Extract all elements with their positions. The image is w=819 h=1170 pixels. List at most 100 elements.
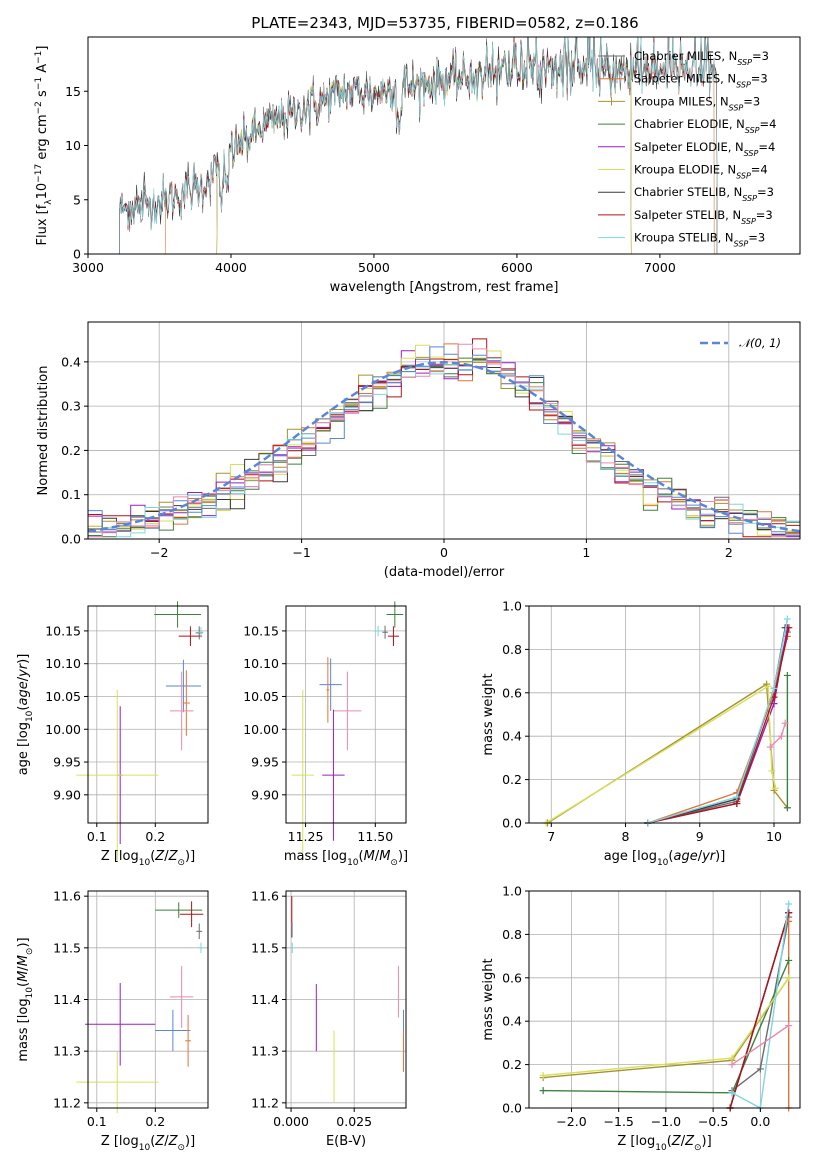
mass-vs-Z-panel: 0.1 0.2 11.2 11.3 11.4 11.5 11.6 Z [log10(Z/Z⊙)… (16, 889, 209, 1153)
data-point (154, 601, 201, 628)
data-point (169, 671, 194, 751)
mass-weight-vs-age-frame (528, 605, 801, 824)
data-point (333, 671, 362, 751)
age-vs-Z-panel: 0.1 0.2 9.90 9.95 10.00 10.05 10.10 10.15 Z [log… (16, 601, 209, 868)
data-point (387, 626, 400, 646)
spectrum-xtick-label: 3000 (72, 260, 104, 275)
spectrum-xtick-label: 5000 (358, 260, 390, 275)
spectrum-xtick-label: 4000 (215, 260, 247, 275)
legend-label: Salpeter ELODIE, NSSP=4 (634, 140, 775, 158)
series-marker (785, 624, 793, 632)
residuals-xtick-label: −1 (292, 545, 310, 560)
residuals-xtick-label: 0 (440, 545, 448, 560)
mass-vs-Z-xtick-label: 0.1 (87, 1114, 107, 1129)
series-marker (785, 900, 793, 908)
age-vs-Z-xtick-label: 0.2 (145, 829, 165, 844)
spectrum-line-kroupa-miles (216, 37, 632, 254)
spectrum-line-salpeter-stelib (119, 37, 718, 254)
age-vs-Z-ytick-label: 10.15 (45, 623, 81, 638)
mass-weight-vs-age-ytick-label: 0.8 (502, 642, 522, 657)
spectrum-line-chabrier-miles (119, 37, 718, 254)
age-vs-Z-ytick-label: 9.95 (53, 755, 81, 770)
data-point (169, 965, 194, 1028)
series-marker (785, 956, 793, 964)
series-line (647, 636, 789, 824)
series-marker (783, 804, 791, 812)
data-point (322, 709, 345, 841)
residuals-xtick-label: 2 (725, 545, 733, 560)
mass-weight-vs-age-xtick-label: 7 (547, 829, 555, 844)
mass-vs-Z-ytick-label: 11.2 (53, 1095, 81, 1110)
age-vs-mass-ytick-label: 10.05 (243, 689, 279, 704)
mass-vs-Z-ylabel: mass [log10(M/M⊙)] (16, 937, 35, 1061)
mass-weight-vs-age-xtick-label: 10 (766, 829, 782, 844)
legend-label: Salpeter STELIB, NSSP=3 (634, 208, 773, 226)
series-marker (764, 682, 772, 690)
series-line (545, 685, 777, 824)
legend-label: 𝒩(0, 1) (739, 336, 781, 350)
mass-weight-vs-Z-panel: −2.0 −1.5 −1.0 −0.5 0.0 0.0 0.2 0.4 0.6 0.8 1.0 Z [… (481, 884, 801, 1153)
mass-weight-vs-Z-ytick-label: 0.0 (502, 1101, 522, 1116)
data-point (373, 625, 383, 637)
series-marker (539, 1071, 547, 1079)
residual-histogram-salpeter-miles (88, 343, 800, 534)
mass-weight-vs-Z-xtick-label: −1.0 (651, 1114, 681, 1129)
residuals-xtick-label: −2 (150, 545, 168, 560)
series-marker (781, 719, 789, 727)
series-line (731, 1024, 790, 1066)
legend-label: Kroupa MILES, NSSP=3 (634, 94, 760, 112)
data-point (198, 942, 204, 953)
data-point (196, 923, 203, 940)
mass-vs-Z-ytick-label: 11.3 (53, 1044, 81, 1059)
mass-vs-ebv-xlabel: E(B-V) (326, 1134, 366, 1149)
age-vs-Z-ytick-label: 10.10 (45, 656, 81, 671)
data-point (319, 658, 342, 711)
spectrum-ytick-label: 0 (73, 247, 81, 262)
data-point (195, 626, 203, 640)
mass-vs-ebv-ytick-label: 11.5 (251, 940, 279, 955)
mass-vs-ebv-ytick-label: 11.3 (251, 1044, 279, 1059)
series-marker (756, 1065, 764, 1073)
data-point (155, 902, 203, 918)
data-point (85, 982, 156, 1066)
age-vs-Z-xlabel: Z [log10(Z/Z⊙)] (101, 849, 195, 868)
series-marker (785, 909, 793, 917)
figure-title: PLATE=2343, MJD=53735, FIBERID=0582, z=0… (251, 14, 638, 32)
mass-weight-vs-Z-ytick-label: 1.0 (502, 884, 522, 899)
series-marker (785, 974, 793, 982)
residuals-ytick-label: 0.2 (61, 443, 81, 458)
mass-vs-ebv-xtick-label: 0.000 (273, 1114, 309, 1129)
mass-weight-vs-Z-xtick-label: −2.0 (556, 1114, 586, 1129)
mass-vs-ebv-ytick-label: 11.2 (251, 1095, 279, 1110)
age-vs-mass-ytick-label: 10.15 (243, 623, 279, 638)
data-point (178, 626, 203, 646)
series-marker (768, 767, 776, 775)
series-marker (728, 1054, 736, 1062)
normal-curve (87, 361, 801, 533)
spectrum-lines (119, 37, 718, 254)
age-vs-mass-panel: 11.25 11.50 9.90 9.95 10.00 10.05 10.10 10.15 ma… (243, 601, 408, 868)
age-vs-mass-ytick-label: 10.00 (243, 722, 279, 737)
spectrum-legend: Chabrier MILES, NSSP=3 Salpeter MILES, NS… (598, 49, 776, 248)
mass-weight-vs-age-xlabel: age [log10(age/yr)] (604, 849, 726, 868)
mass-weight-vs-Z-xtick-label: 0.0 (750, 1114, 770, 1129)
legend-label: Chabrier STELIB, NSSP=3 (634, 185, 774, 203)
spectrum-ytick-label: 5 (73, 192, 81, 207)
spectrum-line-chabrier-elodie (216, 37, 632, 254)
data-point (165, 659, 201, 713)
mass-weight-vs-Z-xlabel: Z [log10(Z/Z⊙)] (617, 1134, 711, 1153)
spectrum-ytick-label: 10 (65, 138, 81, 153)
spectrum-xtick-label: 7000 (644, 260, 676, 275)
mass-weight-vs-Z-xtick-label: −0.5 (698, 1114, 728, 1129)
residual-histogram-blue-extra (88, 346, 800, 537)
series-line (769, 723, 786, 748)
spectrum-xlabel: wavelength [Angstrom, rest frame] (330, 280, 559, 295)
series-marker (733, 793, 741, 801)
spectrum-line-chabrier-stelib (119, 37, 718, 254)
age-vs-Z-ytick-label: 9.90 (53, 787, 81, 802)
data-point (155, 1009, 191, 1052)
mass-weight-vs-age-panel: 7 8 9 10 0.0 0.2 0.4 0.6 0.8 1.0 age [log10(age/yr… (481, 599, 801, 868)
spectrum-ylabel: Flux [fλ10−17 erg cm−2 s−1 A−1] (34, 46, 54, 246)
mass-vs-ebv-panel: 0.000 0.025 11.2 11.3 11.4 11.5 11.6 E(B-V) (251, 889, 407, 1149)
